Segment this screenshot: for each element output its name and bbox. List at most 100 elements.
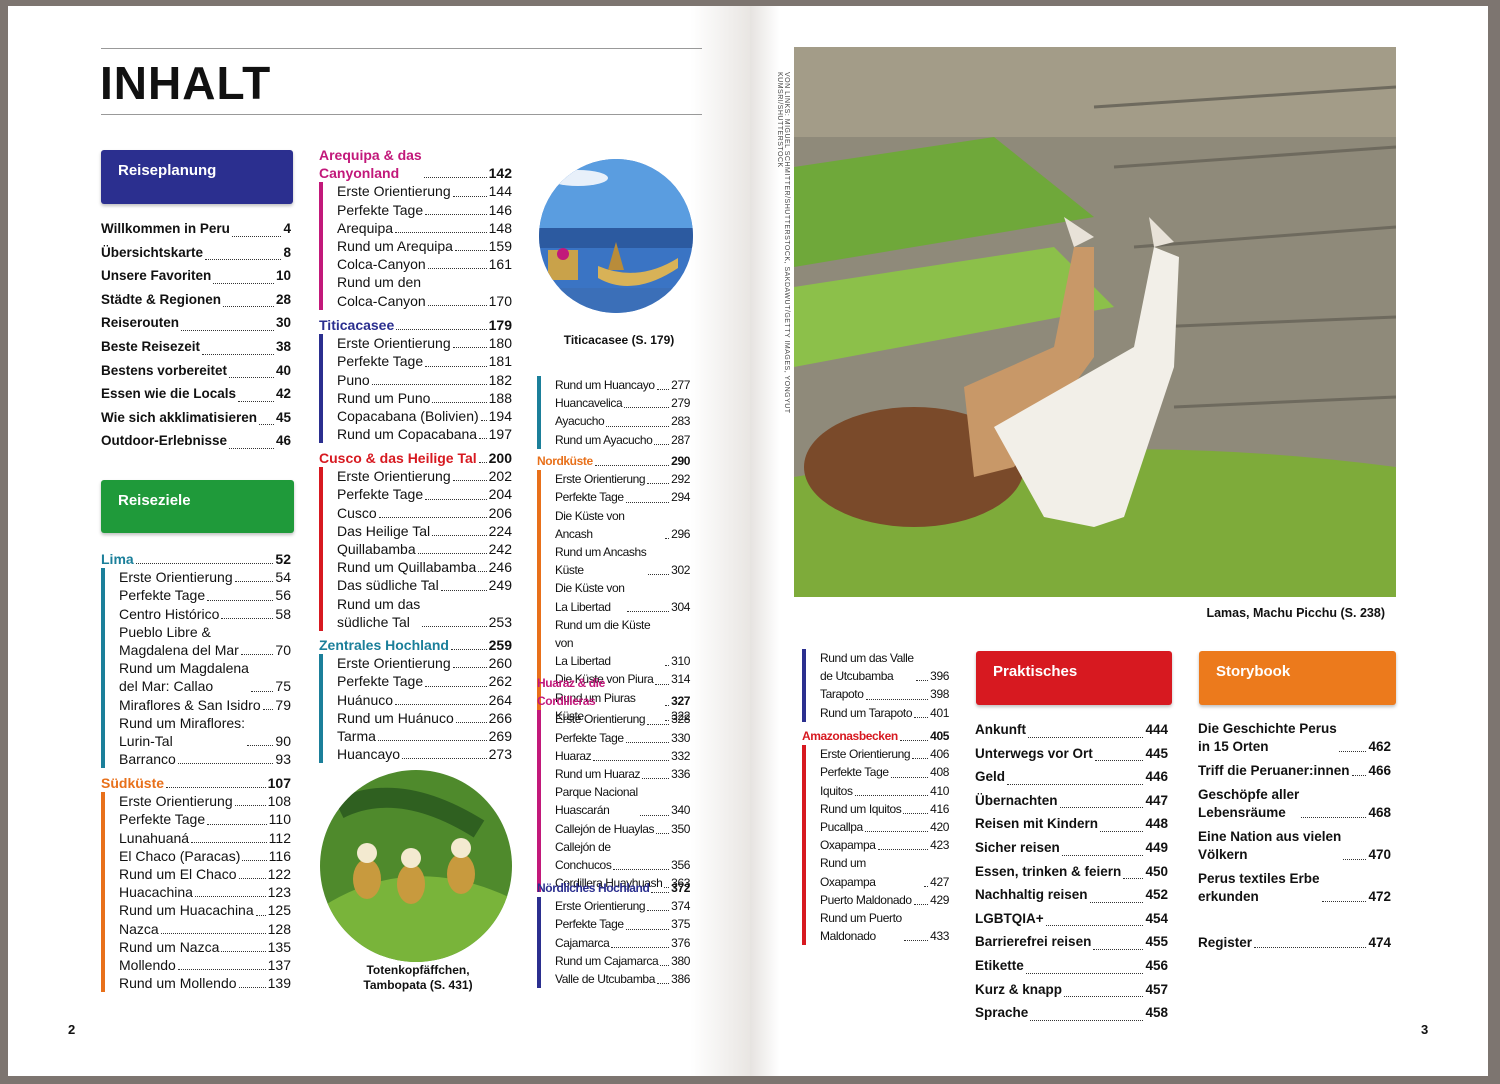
toc-entry: Unterwegs vor Ort 445 xyxy=(975,742,1168,766)
entry-page: 423 xyxy=(930,838,949,853)
entry-page: 8 xyxy=(283,244,291,260)
entry-page: 302 xyxy=(671,563,690,578)
entry-label: Rund um Puno xyxy=(337,389,431,406)
leader-dots xyxy=(1064,996,1144,998)
entry-page: 304 xyxy=(671,599,690,614)
toc-entry: Rund um Copacabana 197 xyxy=(337,425,512,443)
leader-dots xyxy=(425,685,487,687)
leader-dots xyxy=(478,571,487,573)
entry-label: Reiserouten xyxy=(101,315,180,331)
entry-page: 457 xyxy=(1145,981,1168,997)
entry-page: 472 xyxy=(1368,889,1391,904)
leader-dots xyxy=(613,869,670,871)
entry-page: 310 xyxy=(671,654,690,669)
entry-page: 242 xyxy=(488,541,512,558)
entry-page: 70 xyxy=(275,642,291,659)
leader-dots xyxy=(135,563,274,565)
region-heading: Titicacasee 179 xyxy=(319,316,512,334)
entry-label: Perfekte Tage xyxy=(555,490,624,505)
entry-label: Huancayo xyxy=(337,746,401,763)
region-heading: Amazonasbecken 405 xyxy=(802,727,949,745)
leader-dots xyxy=(377,740,487,742)
region-entries: Rund um Huancayo 277 Huancavelica 279 Ayacuc… xyxy=(537,376,690,449)
toc-entry: Barrierefrei reisen 455 xyxy=(975,930,1168,954)
toc-entry: LGBTQIA+ 454 xyxy=(975,907,1168,931)
leader-dots xyxy=(238,878,266,880)
leader-dots xyxy=(454,250,487,252)
toc-entry: Triff die Peruaner:innen 466 xyxy=(1198,762,1391,780)
toc-entry: Perfekte Tage 375 xyxy=(555,915,690,933)
leader-dots xyxy=(1025,972,1144,974)
entry-label: Perfekte Tage xyxy=(337,486,424,503)
leader-dots xyxy=(1030,1019,1144,1021)
toc-entry: Übersichtskarte 8 xyxy=(101,241,291,265)
region-block: Nordküste 290 Erste Orientierung 292 Perfekt… xyxy=(537,452,690,726)
region-entries: Erste Orientierung 202 Perfekte Tage 204 Cus… xyxy=(319,467,512,632)
entry-page: 264 xyxy=(488,691,512,708)
toc-entry: Erste Orientierung 180 xyxy=(337,334,512,352)
entry-label: Copacabana (Bolivien) xyxy=(337,408,479,425)
toc-entry: Mollendo 137 xyxy=(119,956,291,974)
entry-label: Callejón de Conchucos xyxy=(555,839,612,873)
entry-label: Arequipa & das Canyonland xyxy=(319,147,422,182)
leader-dots xyxy=(452,347,487,349)
region-entries: Erste Orientierung 260 Perfekte Tage 262 Huá… xyxy=(319,654,512,764)
entry-label: Perus textiles Erbe erkunden xyxy=(1198,871,1320,904)
leader-dots xyxy=(238,400,274,402)
entry-page: 330 xyxy=(671,730,690,745)
toc-entry: Rund um Mollendo 139 xyxy=(119,974,291,992)
entry-page: 375 xyxy=(671,917,690,932)
entry-label: Die Geschichte Perus in 15 Orten xyxy=(1198,721,1337,754)
toc-entry: Die Küste von Ancash 296 xyxy=(555,507,690,543)
rule xyxy=(101,114,702,115)
toc-entry: Callejón de Conchucos 356 xyxy=(555,838,690,874)
entry-label: Reisen mit Kindern xyxy=(975,816,1099,832)
entry-label: Huacachina xyxy=(119,884,193,901)
entry-page: 42 xyxy=(275,386,291,402)
leader-dots xyxy=(611,946,670,948)
entry-label: Lima xyxy=(101,551,134,567)
toc-entry: Lunahuaná 112 xyxy=(119,829,291,847)
entry-label: Barrierefrei reisen xyxy=(975,934,1092,950)
entry-label: Perfekte Tage xyxy=(119,587,206,604)
entry-label: Rund um Copacabana xyxy=(337,426,478,443)
region-block: Südküste 107 Erste Orientierung 108 Perfekte… xyxy=(101,774,291,993)
region-block: Arequipa & das Canyonland 142 Erste Orient… xyxy=(319,146,512,310)
entry-page: 283 xyxy=(671,414,690,429)
leader-dots xyxy=(877,849,929,851)
leader-dots xyxy=(660,965,670,967)
leader-dots xyxy=(191,841,267,843)
toc-entry: Städte & Regionen 28 xyxy=(101,288,291,312)
toc-entry: Rund um Cajamarca 380 xyxy=(555,952,690,970)
entry-page: 249 xyxy=(488,577,512,594)
entry-label: Colca-Canyon xyxy=(337,256,426,273)
section-box: Reiseplanung xyxy=(101,150,293,204)
leader-dots xyxy=(648,574,670,576)
leader-dots xyxy=(402,758,487,760)
leader-dots xyxy=(479,438,487,440)
entry-page: 194 xyxy=(488,408,512,425)
entry-label: Erste Orientierung xyxy=(555,712,646,727)
entry-page: 142 xyxy=(488,165,512,182)
entry-label: Bestens vorbereitet xyxy=(101,362,228,378)
entry-page: 452 xyxy=(1145,887,1168,903)
entry-label: LGBTQIA+ xyxy=(975,910,1044,926)
toc-entry: Perus textiles Erbe erkunden 472 xyxy=(1198,870,1391,906)
region-block: Titicacasee 179 Erste Orientierung 180 Perfe… xyxy=(319,316,512,444)
entry-page: 448 xyxy=(1145,816,1168,832)
photo-caption: Totenkopfäffchen, Tambopata (S. 431) xyxy=(363,963,473,992)
entry-page: 112 xyxy=(268,829,291,846)
toc-entry: Perfekte Tage 146 xyxy=(337,201,512,219)
entry-page: 123 xyxy=(267,884,291,901)
leader-dots xyxy=(1301,817,1367,818)
leader-dots xyxy=(452,195,487,197)
leader-dots xyxy=(432,535,487,537)
entry-label: Register xyxy=(1198,935,1253,950)
entry-page: 146 xyxy=(488,201,512,218)
toc-entry: Erste Orientierung 108 xyxy=(119,792,291,810)
entry-label: Cusco xyxy=(337,504,377,521)
leader-dots xyxy=(642,778,670,780)
leader-dots xyxy=(647,910,670,912)
entry-label: Ankunft xyxy=(975,722,1026,737)
toc-entry: Erste Orientierung 54 xyxy=(119,568,291,586)
